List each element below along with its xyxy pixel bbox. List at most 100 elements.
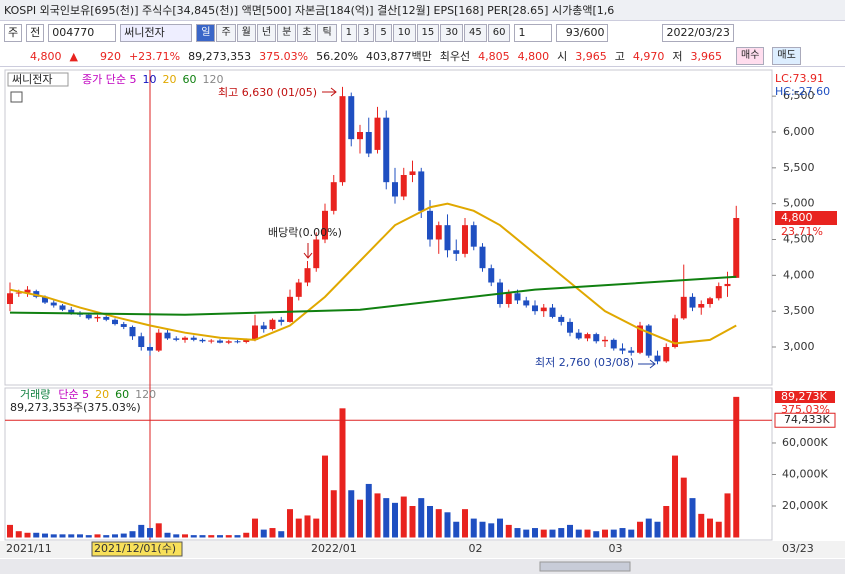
last-volume-box: [775, 391, 835, 403]
volume-bar: [602, 529, 608, 538]
candle-body: [663, 347, 670, 362]
candle-body: [278, 319, 285, 322]
candle-body: [199, 339, 206, 342]
volume-bar: [707, 518, 713, 538]
minutes: 1 3 5 10 15 30 45 60: [340, 24, 511, 42]
volume-bar: [129, 531, 136, 538]
volume-bar: [470, 518, 477, 538]
minute-button[interactable]: 15: [416, 24, 440, 42]
volume-bar: [427, 505, 433, 538]
volume-bar: [77, 534, 83, 538]
x-end-label: 03/23: [782, 542, 814, 555]
last-price-box: [775, 211, 837, 226]
candle-body: [269, 319, 276, 330]
candle-body: [470, 225, 477, 247]
best-label: 최우선: [439, 50, 471, 63]
candle-body: [444, 225, 451, 251]
period-button[interactable]: 초: [297, 24, 317, 42]
period-button[interactable]: 월: [236, 24, 256, 42]
volume-bar: [444, 512, 451, 538]
high: 4,970: [632, 49, 665, 63]
candle-body: [348, 96, 355, 140]
candle-body: [567, 321, 573, 333]
period-button[interactable]: 틱: [317, 24, 337, 42]
period-button[interactable]: 분: [277, 24, 297, 42]
volume-bar: [103, 535, 110, 538]
candle-body: [418, 171, 425, 211]
candle-body: [182, 337, 188, 340]
candle-body: [392, 182, 398, 197]
candle-body: [287, 296, 293, 322]
candle-body: [724, 283, 731, 287]
candle-body: [50, 302, 57, 306]
volume-bar: [217, 535, 223, 538]
period-button[interactable]: 일: [196, 24, 216, 42]
period-button[interactable]: 주: [216, 24, 236, 42]
code[interactable]: 004770: [48, 24, 117, 42]
candle-body: [427, 210, 433, 240]
legend-item: 60: [182, 73, 196, 86]
volume-bar: [540, 529, 547, 538]
date[interactable]: 2022/03/23: [662, 24, 734, 42]
volume-bar: [7, 524, 13, 538]
candle-body: [409, 171, 416, 175]
minute-button[interactable]: 30: [440, 24, 463, 42]
volume: 89,273,353: [188, 49, 252, 63]
candle-body: [243, 339, 250, 342]
minute-button[interactable]: 3: [358, 24, 375, 42]
legend-item: 단순 5: [58, 388, 89, 401]
legend-item: 60: [115, 388, 129, 401]
minute-button[interactable]: 45: [464, 24, 487, 42]
volume-bar: [549, 529, 556, 538]
sell-button[interactable]: 매도: [772, 47, 801, 65]
volume-bar: [94, 534, 101, 538]
candle-body: [138, 336, 145, 348]
legend-item: 20: [162, 73, 176, 86]
minute-button[interactable]: 1: [340, 24, 358, 42]
volume-bar: [698, 513, 705, 538]
x-tick-label: 2021/11: [6, 542, 52, 555]
volume-bar: [199, 535, 206, 538]
buy-button[interactable]: 매수: [736, 47, 765, 65]
volume-title: 거래량: [20, 388, 50, 401]
y-tick-label: 6,000: [783, 125, 815, 138]
candle-body: [59, 305, 66, 310]
volume-bar: [532, 528, 538, 538]
scrollbar: [0, 559, 845, 574]
low-label: 저: [672, 50, 683, 63]
x-label-highlight: [91, 541, 183, 557]
y-tick-label: 6,500: [783, 89, 815, 102]
y-tick-label: 4,000: [783, 268, 815, 281]
candle-body: [593, 334, 600, 342]
x-tick-label: 02: [469, 542, 483, 555]
candle-body: [575, 332, 582, 339]
candle-body: [602, 339, 608, 342]
market[interactable]: 주: [4, 24, 23, 42]
period-button[interactable]: 년: [256, 24, 277, 42]
candle-body: [295, 282, 302, 297]
ask: 4,805: [478, 49, 510, 63]
volume-bar: [138, 524, 145, 538]
volume-bar: [418, 498, 425, 538]
minute-button[interactable]: 10: [392, 24, 416, 42]
info-bar: KOSPI 외국인보유[695(천)] 주식수[34,845(천)] 액면[50…: [0, 0, 845, 21]
candle-body: [112, 319, 118, 325]
candle-body: [42, 296, 48, 303]
minute-button[interactable]: 5: [375, 24, 392, 42]
legend-name: 써니전자: [12, 73, 52, 86]
candle-body: [707, 298, 713, 305]
prev[interactable]: 전: [26, 24, 45, 42]
minute-button[interactable]: 60: [487, 24, 511, 42]
last-volume-rate: 375.03%: [781, 403, 830, 416]
price-pane: [4, 69, 773, 386]
volume-bar: [190, 535, 197, 538]
candle-body: [15, 292, 22, 294]
unit[interactable]: 1: [514, 24, 553, 42]
y-tick-label: 5,500: [783, 161, 815, 174]
candle-body: [260, 325, 267, 330]
y-tick-label: 3,000: [783, 340, 815, 353]
candle-body: [304, 268, 311, 283]
volume-summary: 89,273,353주(375.03%): [10, 401, 141, 414]
open: 3,965: [575, 49, 607, 63]
